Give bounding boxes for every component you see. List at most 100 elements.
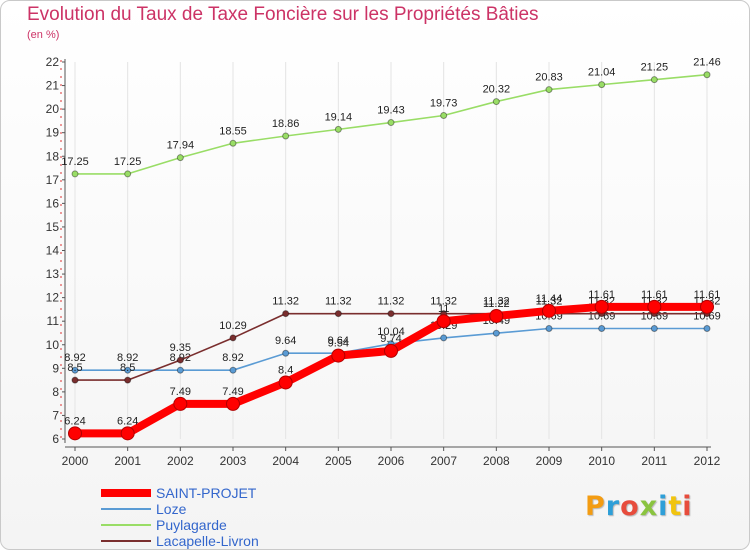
data-point [282,349,290,357]
data-label: 20.83 [535,72,563,84]
data-point [71,366,79,374]
data-point [124,366,132,374]
data-point [282,132,290,140]
y-tick-label: 14 [46,244,60,258]
data-label: 8.92 [222,352,243,364]
legend-swatch [101,508,151,510]
x-tick-label: 2005 [325,454,352,468]
y-tick-label: 18 [46,149,60,163]
x-tick-label: 2000 [62,454,89,468]
data-label: 11.61 [694,289,721,301]
brand-letter: r [605,491,621,522]
data-point [124,376,132,384]
brand-letter: i [658,491,669,522]
data-label: 21.46 [693,57,721,69]
data-label: 18.55 [219,125,247,137]
data-label: 11.44 [536,293,563,305]
data-label: 19.73 [430,97,458,109]
data-label: 9.54 [328,338,349,350]
brand-letter: P [585,491,606,522]
data-point [440,334,448,342]
data-label: 11.32 [483,296,510,308]
data-point [492,329,500,337]
data-label: 9.64 [275,335,296,347]
data-point [176,356,184,364]
data-label: 20.32 [483,84,511,96]
data-point [173,396,188,411]
data-label: 11.32 [325,296,352,308]
data-label: 8.4 [278,364,293,376]
data-point [331,348,346,363]
data-point [650,76,658,84]
data-label: 11.32 [272,296,299,308]
y-ticks: 6 7 8 9 10 11 12 13 14 15 16 17 18 19 20 21 22 [46,55,65,446]
data-point [598,81,606,89]
data-point [71,170,79,178]
legend-label: Puylagarde [156,517,227,533]
data-point [647,299,662,314]
data-label: 17.94 [167,140,195,152]
data-label: 17.25 [114,156,142,168]
data-label: 17.25 [61,156,89,168]
data-point [282,310,290,318]
y-tick-label: 17 [46,173,60,187]
data-point [229,334,237,342]
data-label: 19.14 [325,111,353,123]
data-point [545,86,553,94]
data-label: 21.25 [641,62,669,74]
data-point [489,309,504,324]
data-label: 6.24 [64,415,85,427]
data-point [700,299,714,314]
y-tick-label: 20 [46,102,60,116]
x-ticks: 2000 2001 2002 2003 2004 2005 2006 2007 2008 2009… [62,447,721,468]
data-point [229,366,237,374]
y-tick-label: 9 [52,361,59,375]
data-label: 11.22 [483,298,510,310]
grid [74,62,708,439]
chart-unit-label: (en %) [27,29,60,41]
x-tick-label: 2007 [430,454,457,468]
legend-swatch [101,489,151,497]
data-label: 9.64 [328,335,349,347]
data-label: 8.92 [117,352,138,364]
y-tick-label: 6 [52,432,59,446]
data-point [387,119,395,127]
legend-label: Loze [156,501,187,517]
data-label: 8.92 [64,352,85,364]
chart-title: Evolution du Taux de Taxe Foncière sur l… [27,4,539,25]
y-tick-label: 19 [46,126,60,140]
x-tick-label: 2002 [167,454,194,468]
data-label: 11.32 [536,296,563,308]
x-tick-label: 2008 [483,454,510,468]
data-label: 9.74 [380,333,401,345]
data-point [545,324,553,332]
data-point [594,299,609,314]
x-tick-label: 2012 [694,454,721,468]
data-point [124,170,132,178]
legend-label: SAINT-PROJET [156,485,257,501]
data-point [542,303,556,318]
x-tick-label: 2001 [114,454,141,468]
data-label: 8.5 [67,362,82,374]
data-label: 11.32 [430,296,457,308]
y-tick-label: 11 [47,314,60,328]
data-point [703,71,711,79]
brand-letter: i [682,491,693,522]
data-label: 19.43 [377,105,405,117]
brand-letter: o [620,491,640,522]
data-label: 11 [438,303,449,315]
x-tick-label: 2003 [220,454,247,468]
brand-logo: Proxiti [585,491,693,522]
data-point [278,375,293,390]
data-point [492,98,500,106]
x-tick-label: 2004 [272,454,299,468]
data-point [68,426,82,441]
data-point [176,366,184,374]
data-point [650,324,658,332]
data-point [226,396,240,411]
data-point [436,314,451,329]
data-point [120,426,135,441]
